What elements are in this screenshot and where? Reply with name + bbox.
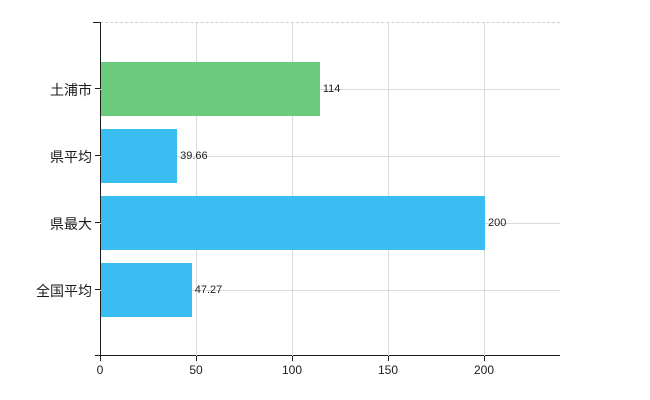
value-label: 47.27	[194, 283, 223, 296]
x-tick-label: 150	[377, 363, 399, 377]
y-gridline	[100, 156, 560, 158]
category-label: 土浦市	[50, 82, 92, 99]
y-gridline	[100, 89, 560, 91]
y-axis-end-cap	[93, 22, 100, 23]
x-axis-tick	[292, 356, 293, 361]
x-axis-tick	[100, 356, 101, 361]
plot-area: 114 39.66 200 47.27	[100, 22, 560, 356]
x-axis-tick	[196, 356, 197, 361]
x-gridline	[196, 23, 197, 356]
x-tick-label: 0	[96, 363, 104, 377]
y-axis-tick	[95, 155, 100, 157]
y-axis-tick	[95, 221, 100, 223]
y-axis-tick	[95, 88, 100, 90]
x-gridline	[292, 23, 293, 356]
x-gridline	[484, 23, 485, 356]
bar	[101, 129, 178, 184]
bar	[101, 195, 485, 250]
category-label: 県最大	[50, 215, 92, 232]
y-axis-line	[100, 22, 101, 355]
value-label: 200	[488, 216, 507, 229]
x-axis-tick	[388, 356, 389, 361]
x-axis-tick	[484, 356, 485, 361]
x-gridline	[388, 23, 389, 356]
x-tick-label: 200	[473, 363, 495, 377]
x-axis-line	[95, 355, 560, 356]
bar	[101, 62, 320, 117]
value-label: 39.66	[180, 150, 208, 163]
x-tick-label: 100	[281, 363, 303, 377]
x-tick-label: 50	[189, 363, 203, 377]
y-axis-tick	[95, 288, 100, 290]
category-label: 県平均	[50, 149, 92, 166]
value-label: 114	[322, 83, 341, 96]
category-label: 全国平均	[36, 282, 92, 299]
y-gridline	[100, 289, 560, 291]
bar	[101, 262, 192, 317]
